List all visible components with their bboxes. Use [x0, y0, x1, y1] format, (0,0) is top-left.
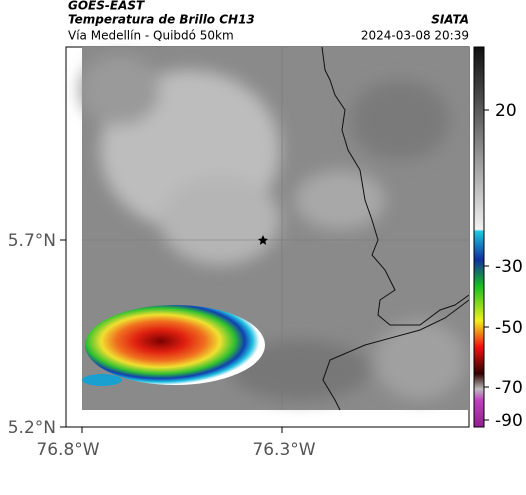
colorbar-tick-label: -90	[495, 411, 523, 431]
title: GOES-EAST	[68, 0, 145, 13]
lat-label: 5.2°N	[8, 418, 56, 438]
colorbar-tick-label: -30	[495, 257, 523, 277]
colorbar-tick-label: -50	[495, 318, 523, 338]
source: SIATA	[431, 13, 469, 27]
lon-label: 76.8°W	[36, 440, 99, 460]
map	[60, 46, 470, 433]
subtitle: Temperatura de Brillo CH13	[68, 13, 255, 27]
datetime: 2024-03-08 20:39	[361, 29, 469, 43]
colorbar-tick-label: 20	[495, 101, 517, 121]
colorbar-tick-label: -70	[495, 378, 523, 398]
colorbar	[473, 46, 485, 428]
lat-label: 5.7°N	[8, 231, 56, 251]
route: Vía Medellín - Quibdó 50km	[68, 29, 234, 43]
location-marker	[257, 235, 268, 245]
lon-label: 76.3°W	[252, 440, 315, 460]
